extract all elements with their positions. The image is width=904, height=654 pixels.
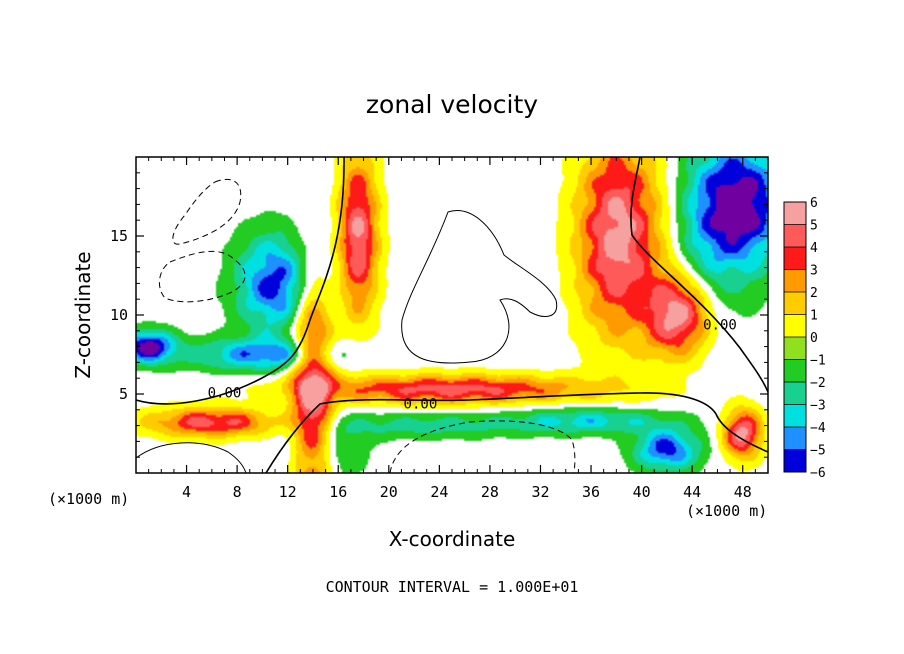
x-tick-label: 44 — [683, 483, 701, 501]
velocity-field — [136, 157, 768, 473]
colorbar-swatch — [784, 224, 806, 247]
colorbar-tick-label: 5 — [810, 219, 818, 234]
x-unit-label-right: (×1000 m) — [686, 502, 767, 520]
colorbar-tick-label: 3 — [810, 264, 818, 279]
dashed-contour-upper-left — [172, 178, 242, 245]
x-tick-label: 32 — [531, 483, 549, 501]
x-tick-label: 48 — [734, 483, 752, 501]
colorbar-swatch — [784, 404, 806, 427]
zero-contour-lower — [265, 392, 768, 473]
colorbar-swatch — [784, 359, 806, 382]
zero-contour-right — [630, 157, 768, 393]
x-tick-label: 12 — [279, 483, 297, 501]
y-axis-ticks: 5 10 15 — [110, 172, 768, 458]
colorbar-tick-label: −6 — [810, 466, 826, 481]
colorbar-swatch — [784, 427, 806, 450]
closed-contour-center — [401, 210, 558, 364]
colorbar-swatch — [784, 269, 806, 292]
x-tick-label: 40 — [633, 483, 651, 501]
colorbar-swatch — [784, 202, 806, 225]
colorbar-swatch — [784, 314, 806, 337]
colorbar-swatch — [784, 337, 806, 360]
x-tick-label: 20 — [380, 483, 398, 501]
solid-contour-bottom-left — [136, 442, 247, 473]
colorbar-tick-label: −3 — [810, 399, 826, 414]
chart-title: zonal velocity — [366, 90, 538, 119]
x-tick-label: 36 — [582, 483, 600, 501]
y-tick-label: 10 — [110, 306, 128, 324]
contour-interval-note: CONTOUR INTERVAL = 1.000E+01 — [326, 578, 579, 596]
x-axis-label: X-coordinate — [389, 527, 516, 551]
colorbar-tick-label: −2 — [810, 376, 826, 391]
colorbar-tick-label: −1 — [810, 354, 826, 369]
zero-contour-left — [136, 157, 345, 405]
contour-label: 0.00 — [404, 396, 438, 412]
x-tick-label: 24 — [430, 483, 448, 501]
colorbar-tick-label: 1 — [810, 309, 818, 324]
colorbar-tick-label: −5 — [810, 444, 826, 459]
contour-labels: 0.00 0.00 0.00 — [208, 317, 737, 412]
x-tick-label: 16 — [329, 483, 347, 501]
contour-label: 0.00 — [208, 385, 242, 401]
colorbar-tick-label: 6 — [810, 196, 818, 211]
x-tick-label: 4 — [182, 483, 191, 501]
y-tick-label: 5 — [119, 385, 128, 403]
x-tick-label: 8 — [233, 483, 242, 501]
colorbar-tick-label: −4 — [810, 421, 826, 436]
y-tick-label: 15 — [110, 227, 128, 245]
colorbar-swatch — [784, 449, 806, 472]
colorbar-swatch — [784, 292, 806, 315]
dashed-contour-bottom — [389, 420, 576, 473]
colorbar-tick-label: 0 — [810, 331, 818, 346]
colorbar-swatch — [784, 247, 806, 270]
contour-lines — [136, 157, 768, 473]
x-tick-label: 28 — [481, 483, 499, 501]
colorbar-swatch — [784, 382, 806, 405]
colorbar-tick-label: 2 — [810, 286, 818, 301]
x-axis-ticks: 4 8 12 16 20 24 28 32 36 40 44 48 — [148, 157, 756, 501]
y-axis-label: Z-coordinate — [71, 251, 95, 378]
contour-label: 0.00 — [703, 317, 737, 333]
x-unit-label-left: (×1000 m) — [48, 490, 129, 508]
colorbar-tick-label: 4 — [810, 241, 818, 256]
colorbar: 6 5 4 3 2 1 0 −1 −2 −3 −4 −5 −6 — [783, 196, 826, 481]
